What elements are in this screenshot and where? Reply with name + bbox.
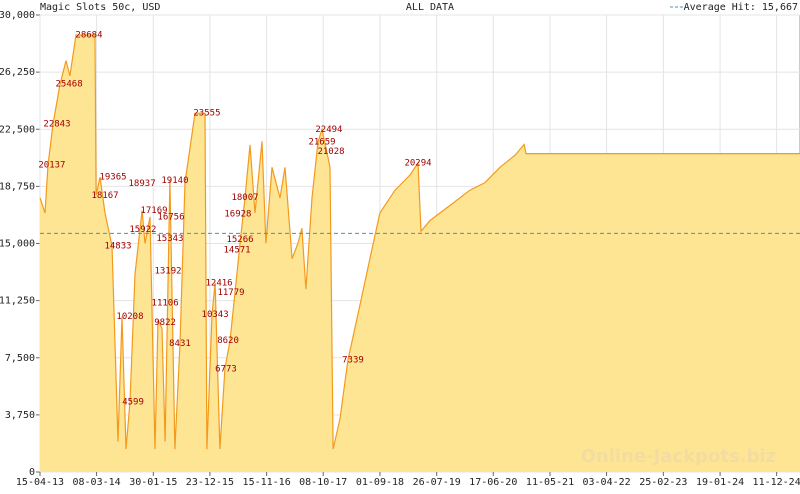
x-tick-label: 01-09-18 <box>356 477 404 488</box>
value-annotation: 6773 <box>215 364 237 374</box>
y-tick-label: 26,250 <box>0 67 35 78</box>
watermark: Online-Jackpots.biz <box>581 446 776 467</box>
value-annotation: 15266 <box>226 235 253 245</box>
x-tick-label: 23-12-15 <box>186 477 234 488</box>
value-annotation: 20294 <box>404 158 431 168</box>
value-annotation: 18007 <box>231 193 258 203</box>
x-tick-label: 11-05-21 <box>526 477 574 488</box>
value-annotation: 13192 <box>154 267 181 277</box>
x-tick-label: 15-11-16 <box>243 477 291 488</box>
average-label: Average Hit: 15,667 <box>684 2 798 13</box>
y-tick-label: 22,500 <box>0 124 35 135</box>
value-annotation: 10208 <box>116 312 143 322</box>
value-annotation: 14571 <box>224 246 251 256</box>
value-annotation: 11106 <box>152 298 179 308</box>
value-annotation: 25468 <box>56 80 83 90</box>
value-annotation: 21659 <box>308 138 335 148</box>
x-tick-label: 15-04-13 <box>16 477 64 488</box>
value-annotation: 8431 <box>169 339 191 349</box>
value-annotation: 19140 <box>161 176 188 186</box>
value-annotation: 12416 <box>206 278 233 288</box>
value-annotation: 18167 <box>92 191 119 201</box>
value-annotation: 28684 <box>75 31 102 41</box>
x-tick-label: 30-01-15 <box>129 477 177 488</box>
value-annotation: 4599 <box>122 397 144 407</box>
y-tick-label: 3,750 <box>5 410 35 421</box>
value-annotation: 10343 <box>202 310 229 320</box>
value-annotation: 14833 <box>104 242 131 252</box>
value-annotation: 23555 <box>193 109 220 119</box>
value-annotation: 22494 <box>315 125 342 135</box>
y-tick-label: 30,000 <box>0 10 35 21</box>
x-tick-label: 25-02-23 <box>639 477 687 488</box>
x-tick-label: 26-07-19 <box>413 477 461 488</box>
area-line <box>39 34 800 450</box>
value-annotation: 7339 <box>342 356 364 366</box>
value-annotation: 22843 <box>43 120 70 130</box>
value-annotation: 15922 <box>129 225 156 235</box>
value-annotation: 21028 <box>317 147 344 157</box>
chart-subtitle: ALL DATA <box>406 2 454 13</box>
y-tick-label: 0 <box>29 467 35 478</box>
value-annotation: 11779 <box>217 288 244 298</box>
value-annotation: 16756 <box>157 212 184 222</box>
area-fill <box>40 35 800 472</box>
x-tick-label: 08-03-14 <box>72 477 120 488</box>
y-tick-label: 11,250 <box>0 296 35 307</box>
x-tick-label: 03-04-22 <box>582 477 630 488</box>
x-tick-label: 11-12-24 <box>753 477 800 488</box>
x-tick-label: 19-01-24 <box>696 477 744 488</box>
y-tick-label: 15,000 <box>0 239 35 250</box>
y-tick-label: 7,500 <box>5 353 35 364</box>
value-annotation: 20137 <box>38 161 65 171</box>
value-annotation: 16928 <box>224 210 251 220</box>
chart-title: Magic Slots 50c, USD <box>40 2 160 13</box>
x-tick-label: 08-10-17 <box>299 477 347 488</box>
value-annotation: 8620 <box>217 336 239 346</box>
value-annotation: 9822 <box>154 318 176 328</box>
value-annotation: 15343 <box>156 234 183 244</box>
y-tick-label: 18,750 <box>0 181 35 192</box>
value-annotation: 19365 <box>99 173 126 183</box>
value-annotation: 17169 <box>140 206 167 216</box>
value-annotation: 18937 <box>129 179 156 189</box>
x-tick-label: 17-06-20 <box>469 477 517 488</box>
